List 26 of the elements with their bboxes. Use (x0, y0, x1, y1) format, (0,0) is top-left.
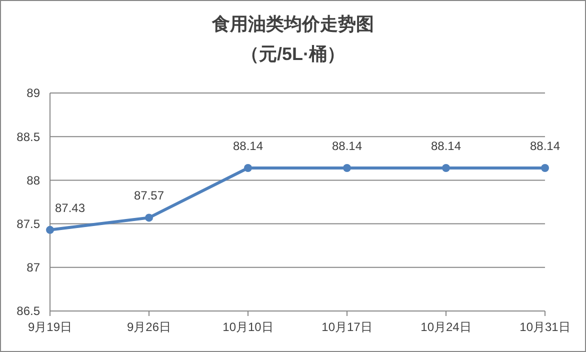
chart-title: 食用油类均价走势图 (211, 14, 374, 34)
x-tick-label: 9月26日 (126, 320, 172, 334)
point (442, 164, 450, 172)
x-tick-label: 10月17日 (322, 320, 372, 334)
y-tick-label: 86.5 (16, 304, 40, 318)
y-tick-label: 87.5 (16, 217, 40, 231)
data-label: 87.57 (134, 188, 164, 203)
point (145, 214, 153, 222)
x-tick-label: 9月19日 (28, 320, 72, 334)
x-tick-label: 10月10日 (222, 320, 274, 334)
y-tick-label: 87 (26, 260, 40, 275)
data-label: 88.14 (232, 138, 264, 153)
point (46, 226, 54, 234)
y-tick-label: 88.5 (16, 130, 40, 144)
y-tick-label: 88 (26, 173, 40, 188)
x-tick-label: 10月31日 (520, 320, 570, 334)
point (244, 164, 252, 172)
data-label: 87.43 (54, 200, 86, 215)
y-tick-label: 89 (26, 86, 40, 100)
data-label: 88.14 (430, 138, 462, 153)
chart-subtitle: （元/5L·桶） (240, 44, 346, 64)
point (343, 164, 351, 172)
x-tick-label: 10月24日 (420, 320, 472, 334)
data-label: 88.14 (332, 138, 362, 153)
point (541, 164, 549, 172)
data-label: 88.14 (530, 138, 560, 153)
